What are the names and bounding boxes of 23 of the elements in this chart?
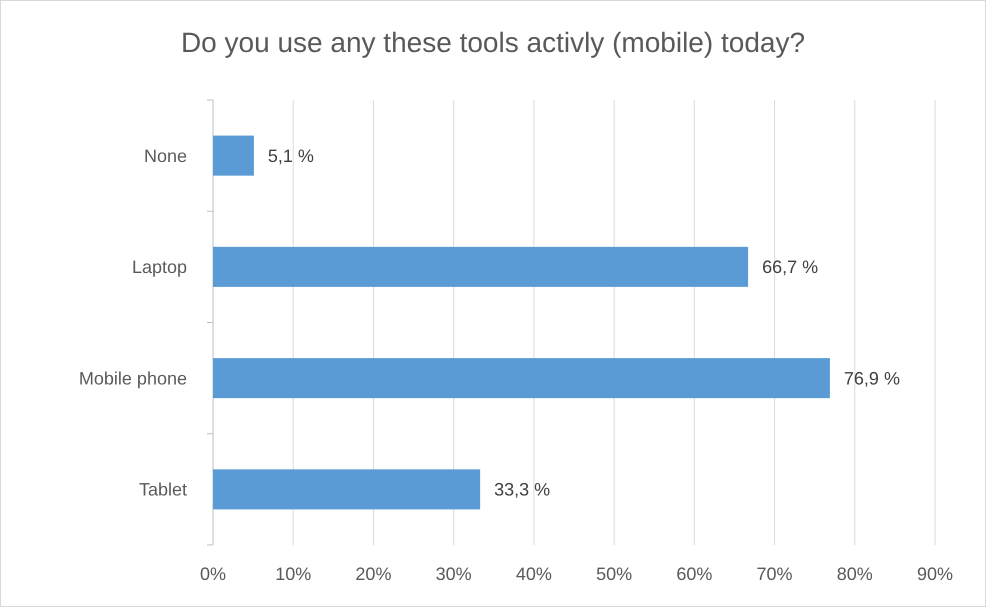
bar: [213, 136, 254, 176]
y-tick-label: Mobile phone: [78, 368, 187, 388]
x-tick-label: 60%: [676, 564, 712, 584]
x-tick-label: 50%: [596, 564, 632, 584]
y-tick-label: None: [144, 146, 187, 166]
chart-title: Do you use any these tools activly (mobile) today?: [180, 27, 806, 58]
x-tick-label: 40%: [516, 564, 552, 584]
x-tick-label: 10%: [275, 564, 312, 584]
x-tick-label: 90%: [916, 564, 954, 584]
y-tick-label: Tablet: [138, 480, 187, 500]
x-tick-label: 0%: [200, 564, 226, 584]
x-tick-label: 70%: [756, 564, 793, 584]
data-label: 33,3 %: [494, 480, 550, 500]
bar: [213, 469, 480, 510]
x-tick-label: 80%: [836, 564, 873, 584]
y-tick-label: Laptop: [132, 257, 187, 278]
x-tick-label: 20%: [355, 564, 392, 584]
data-label: 76,9 %: [844, 368, 900, 388]
data-label: 5,1 %: [268, 146, 314, 166]
bar: [213, 246, 748, 287]
bar: [213, 358, 830, 398]
data-label: 66,7 %: [762, 257, 818, 278]
x-tick-label: 30%: [436, 564, 472, 584]
